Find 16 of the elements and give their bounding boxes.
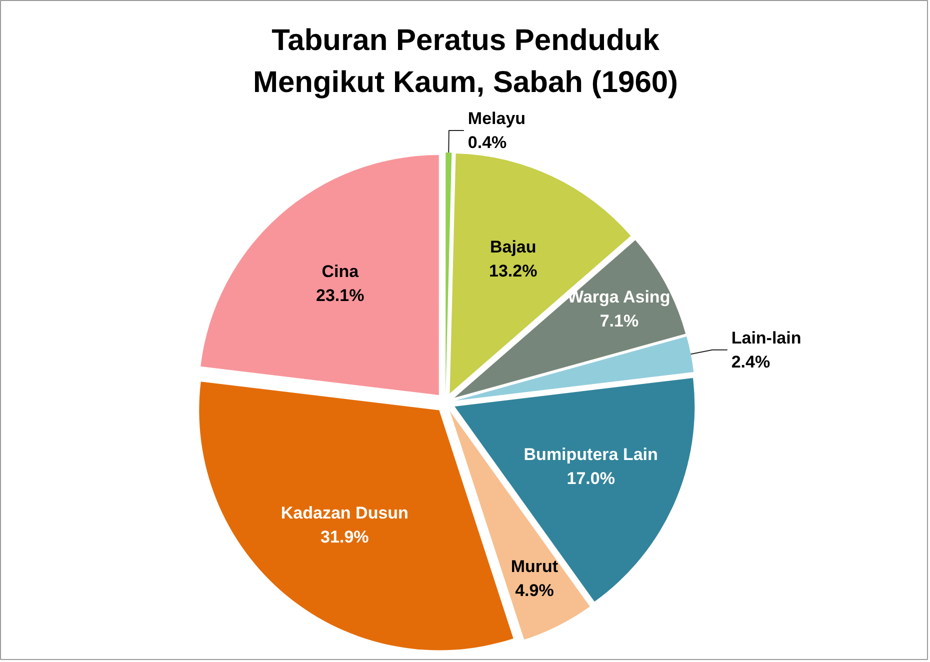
data-label: 23.1% bbox=[316, 286, 364, 306]
data-label: 2.4% bbox=[731, 352, 770, 372]
data-label: 17.0% bbox=[566, 468, 615, 488]
slice-label: Kadazan Dusun bbox=[280, 504, 408, 523]
slice-label: Lain-lain bbox=[731, 328, 802, 348]
data-label: 31.9% bbox=[320, 528, 369, 547]
data-label: 7.1% bbox=[600, 312, 639, 331]
slice-label: Murut bbox=[510, 556, 558, 576]
chart-title: Taburan Peratus Penduduk Mengikut Kaum, Sabah (1960) bbox=[252, 24, 678, 99]
data-label: 0.4% bbox=[468, 133, 507, 152]
slice-label: Cina bbox=[322, 262, 360, 282]
slice-label: Bajau bbox=[490, 237, 536, 256]
slice-label: Bumiputera Lain bbox=[524, 444, 658, 464]
slice-label: Melayu bbox=[468, 109, 526, 128]
data-label: 4.9% bbox=[515, 580, 554, 600]
data-label: 13.2% bbox=[489, 261, 538, 280]
